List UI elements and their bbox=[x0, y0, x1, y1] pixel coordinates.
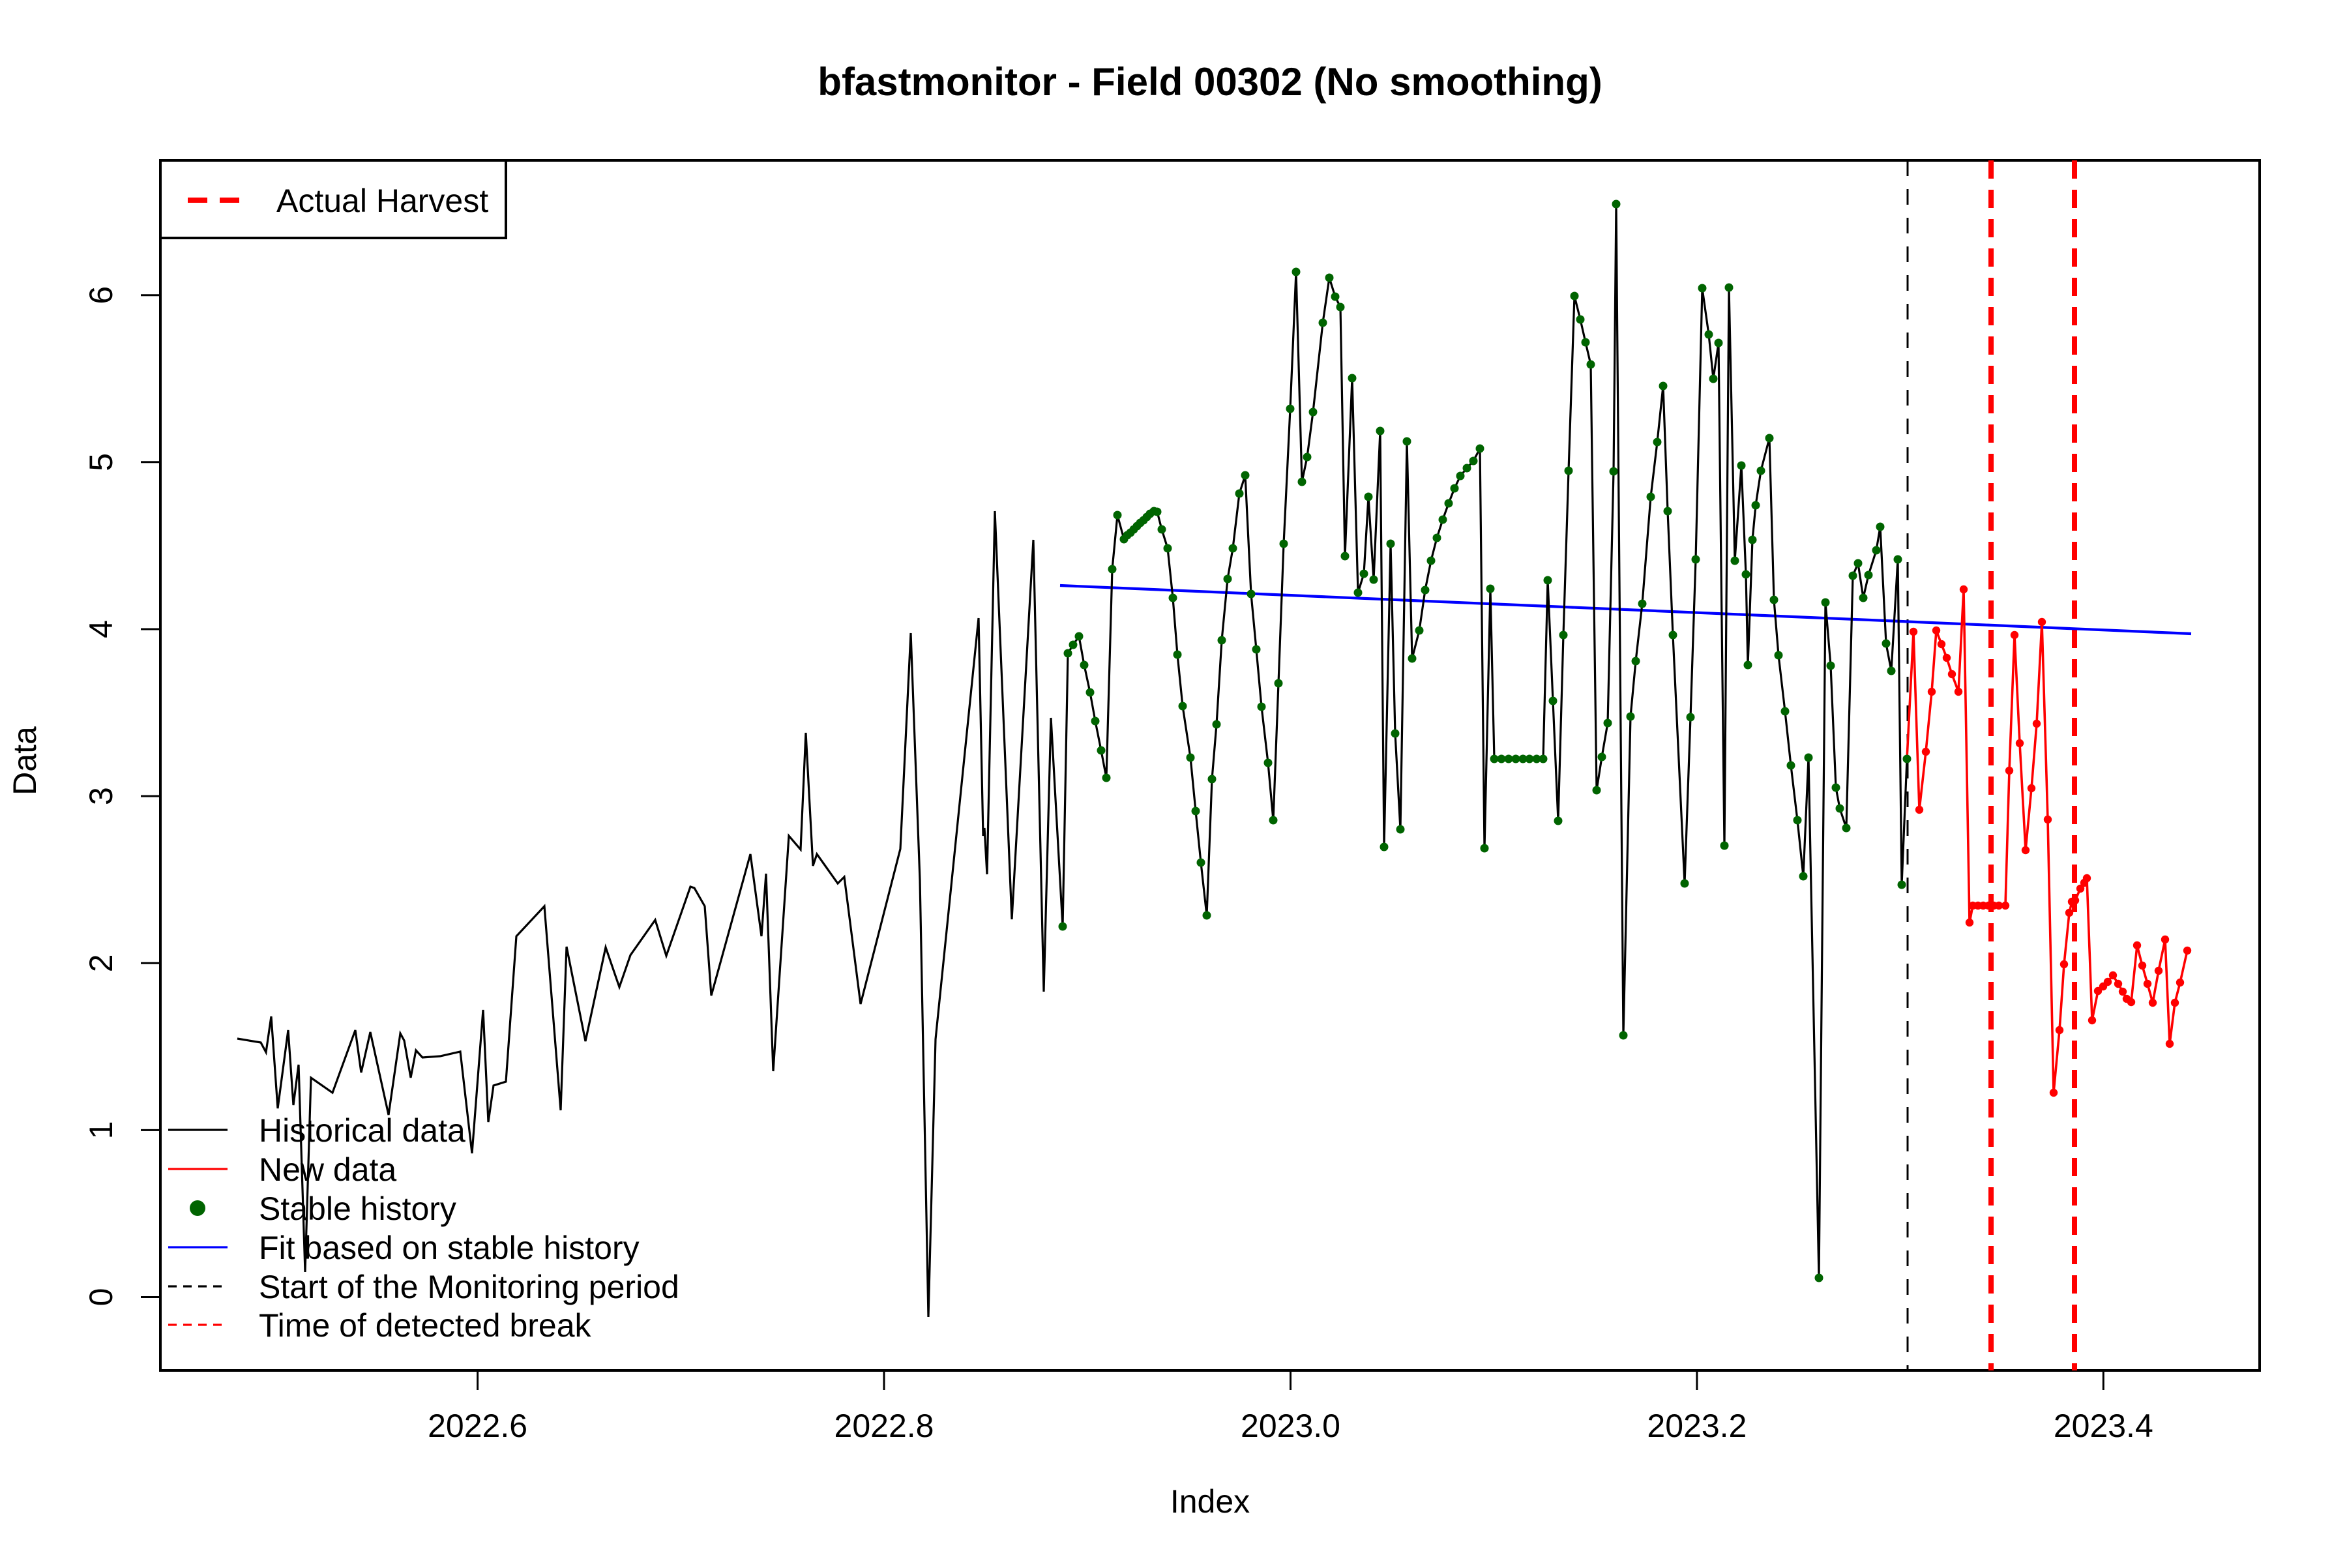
svg-text:Historical data: Historical data bbox=[259, 1112, 465, 1149]
svg-text:Fit based on stable history: Fit based on stable history bbox=[259, 1230, 640, 1266]
svg-text:Stable history: Stable history bbox=[259, 1191, 456, 1227]
svg-text:Data: Data bbox=[7, 726, 43, 795]
svg-text:2023.4: 2023.4 bbox=[2054, 1408, 2153, 1444]
svg-text:2023.2: 2023.2 bbox=[1647, 1408, 1747, 1444]
svg-text:Index: Index bbox=[1170, 1483, 1250, 1520]
svg-text:1: 1 bbox=[83, 1121, 119, 1139]
svg-text:6: 6 bbox=[83, 286, 119, 304]
svg-text:Time of detected break: Time of detected break bbox=[259, 1307, 592, 1344]
svg-text:Start of the Monitoring period: Start of the Monitoring period bbox=[259, 1269, 679, 1305]
svg-text:3: 3 bbox=[83, 787, 119, 805]
svg-text:2023.0: 2023.0 bbox=[1241, 1408, 1340, 1444]
svg-text:0: 0 bbox=[83, 1288, 119, 1307]
svg-text:bfastmonitor - Field 00302 (No: bfastmonitor - Field 00302 (No smoothing… bbox=[818, 60, 1602, 104]
svg-text:New data: New data bbox=[259, 1151, 396, 1188]
svg-text:2022.6: 2022.6 bbox=[428, 1408, 527, 1444]
svg-text:4: 4 bbox=[83, 620, 119, 638]
svg-text:Actual Harvest: Actual Harvest bbox=[276, 183, 488, 219]
svg-text:2: 2 bbox=[83, 954, 119, 972]
svg-text:5: 5 bbox=[83, 453, 119, 471]
svg-text:2022.8: 2022.8 bbox=[834, 1408, 934, 1444]
